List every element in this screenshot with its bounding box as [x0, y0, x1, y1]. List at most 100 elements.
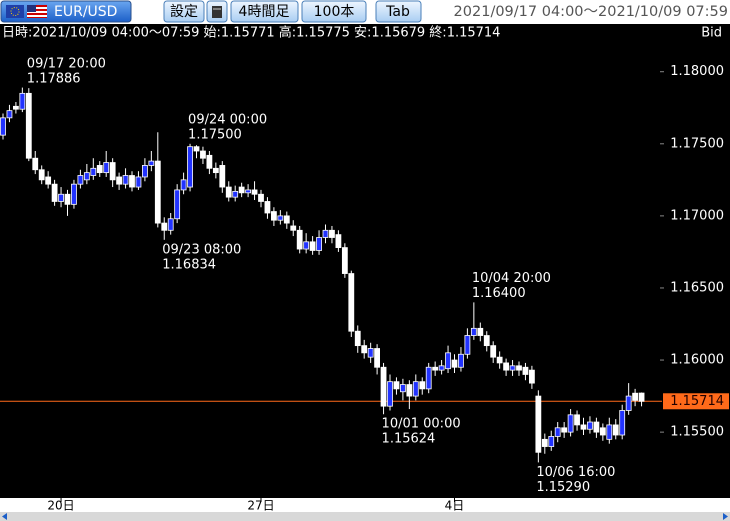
candle-body [90, 167, 97, 176]
candle-body [187, 146, 193, 188]
price-side: Bid [701, 26, 722, 41]
candle-body [419, 381, 426, 390]
candle-body [516, 365, 522, 371]
candle-body [148, 160, 155, 166]
button-label: 4時間足 [239, 4, 290, 20]
button[interactable]: 100本 [301, 0, 367, 23]
candle-body [193, 146, 200, 152]
icon-button[interactable] [206, 0, 228, 23]
candle-body [399, 384, 406, 393]
candle-body [593, 421, 600, 433]
candle-body [374, 348, 381, 368]
candle-body [212, 167, 219, 174]
x-tick-label: 4日 [445, 499, 465, 513]
candle-body [348, 273, 355, 332]
candle-body [587, 421, 593, 430]
candle-body [438, 365, 445, 371]
candle-body [387, 381, 393, 407]
candle-body [632, 392, 638, 401]
candle-body [619, 410, 626, 436]
candle-body [6, 110, 13, 119]
candle-body [129, 175, 135, 188]
candle-body [412, 381, 419, 397]
candle-body [432, 366, 439, 371]
x-tick-label: 20日 [47, 499, 74, 513]
scrollbar[interactable] [0, 512, 730, 521]
candle-body [606, 424, 613, 440]
candle-body [445, 352, 451, 370]
pair-button[interactable]: EUR/USD [0, 0, 132, 23]
candle-body [554, 427, 561, 437]
candle-body [612, 424, 619, 436]
candle-body [225, 186, 232, 198]
annotation-price: 1.17500 [188, 127, 242, 142]
candle-body [96, 165, 103, 174]
candle-body [245, 189, 252, 194]
candle-body [290, 225, 297, 231]
candle-body [161, 222, 168, 231]
candle-body [116, 176, 122, 185]
candle-body [470, 327, 477, 336]
candle-body [406, 384, 413, 397]
candle-body [567, 414, 574, 433]
pair-label: EUR/USD [54, 4, 117, 20]
button-label: 設定 [170, 4, 198, 20]
candle-body [103, 162, 110, 174]
y-tick-label: 1.16000 [670, 353, 724, 368]
x-axis-strip [0, 498, 730, 512]
annotation-time: 09/23 08:00 [162, 242, 241, 257]
candle-body [548, 436, 555, 447]
candle-body [361, 345, 368, 354]
candle-body [341, 247, 348, 274]
button[interactable]: Tab [375, 0, 422, 23]
candle-body [77, 175, 84, 185]
x-tick-label: 27日 [247, 499, 274, 513]
candle-body [19, 92, 26, 110]
annotation-price: 1.15290 [536, 480, 590, 495]
candle-body [380, 366, 387, 407]
candle-body [51, 183, 58, 202]
candle-body [109, 162, 116, 181]
candle-body [64, 193, 71, 205]
candle-body [580, 424, 587, 430]
candle-body [25, 92, 32, 159]
candle-body [174, 189, 181, 220]
candle-body [638, 392, 645, 402]
candle-body [574, 414, 580, 426]
annotation-time: 10/01 00:00 [382, 417, 461, 432]
candle-body [206, 154, 213, 169]
candle-body [496, 356, 503, 364]
y-tick-label: 1.17000 [670, 208, 724, 223]
candle-body [58, 193, 64, 202]
button-label: 100本 [314, 4, 355, 20]
candle-body [322, 229, 329, 238]
candle-body [535, 395, 542, 453]
candle-body [167, 218, 174, 231]
ohlc-info: 日時:2021/10/09 04:00～07:59 始:1.15771 高:1.… [2, 25, 500, 41]
candle-body [477, 327, 484, 336]
annotation-time: 10/06 16:00 [536, 465, 615, 480]
candle-body [625, 395, 632, 411]
annotation-time: 10/04 20:00 [472, 271, 551, 286]
annotation-price: 1.17886 [27, 72, 81, 87]
candle-body [283, 215, 290, 224]
candle-body [12, 105, 19, 110]
annotation-time: 09/17 20:00 [27, 57, 106, 72]
candle-body [335, 234, 342, 248]
candle-body [277, 215, 284, 221]
candle-body [354, 330, 361, 347]
candle-body [180, 179, 187, 191]
candle-body [45, 176, 52, 185]
candle-body [303, 241, 310, 250]
button[interactable]: 設定 [163, 0, 205, 23]
button[interactable]: 4時間足 [230, 0, 299, 23]
candle-body [296, 229, 303, 250]
candle-body [309, 241, 316, 251]
candle-body [270, 211, 277, 221]
annotation-time: 09/24 00:00 [188, 112, 267, 127]
candle-body [316, 237, 322, 251]
candle-body [135, 176, 142, 188]
candle-body [71, 183, 77, 205]
